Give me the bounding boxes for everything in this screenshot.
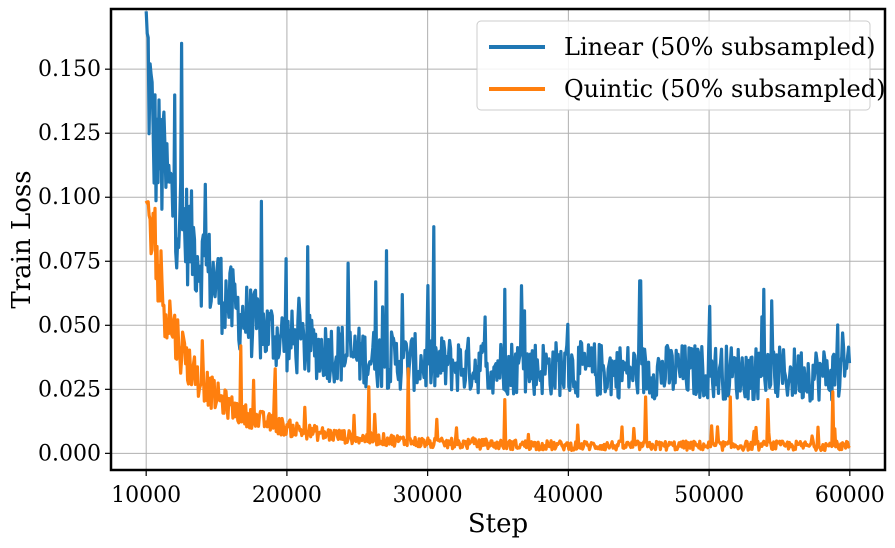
x-tick-label: 50000 xyxy=(674,483,744,508)
x-tick-label: 40000 xyxy=(533,483,603,508)
legend-label-quintic: Quintic (50% subsampled) xyxy=(564,75,885,103)
x-axis-label: Step xyxy=(468,509,528,539)
y-tick-label: 0.075 xyxy=(38,249,101,274)
y-tick-label: 0.125 xyxy=(38,121,101,146)
series-layer xyxy=(144,11,852,452)
y-axis-ticks: 0.000 0.025 0.050 0.075 0.100 0.125 0.150 xyxy=(38,57,111,466)
legend-label-linear: Linear (50% subsampled) xyxy=(564,33,876,61)
y-tick-label: 0.100 xyxy=(38,185,101,210)
x-tick-label: 20000 xyxy=(252,483,322,508)
series-line-quintic xyxy=(144,200,851,452)
x-tick-label: 60000 xyxy=(815,483,885,508)
y-axis-label: Train Loss xyxy=(7,170,37,308)
y-tick-label: 0.000 xyxy=(38,441,101,466)
series-line-linear xyxy=(144,11,852,403)
plot-frame xyxy=(109,7,887,472)
y-tick-label: 0.150 xyxy=(38,57,101,82)
y-tick-label: 0.050 xyxy=(38,313,101,338)
x-axis-ticks: 10000 20000 30000 40000 50000 60000 xyxy=(111,470,885,508)
legend: Linear (50% subsampled) Quintic (50% sub… xyxy=(476,20,885,111)
x-tick-label: 30000 xyxy=(393,483,463,508)
legend-box xyxy=(476,20,871,111)
y-tick-label: 0.025 xyxy=(38,377,101,402)
x-tick-label: 10000 xyxy=(111,483,181,508)
